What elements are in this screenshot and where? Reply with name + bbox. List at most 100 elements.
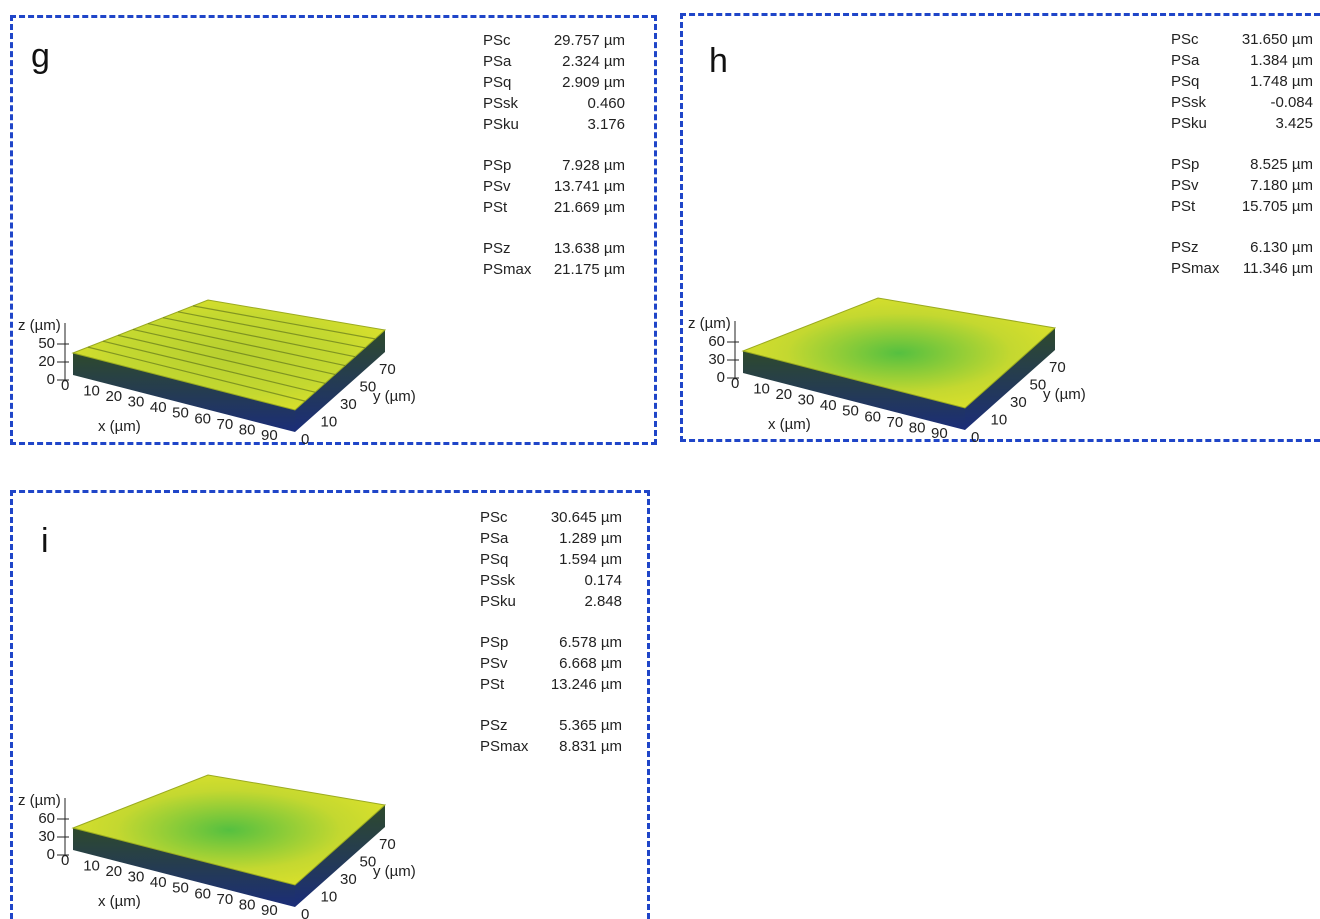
x-tick-label: 0 [61, 852, 69, 869]
param-name: PSc [483, 32, 511, 49]
param-value: 8.831 µm [559, 738, 622, 755]
x-tick-label: 30 [798, 392, 815, 409]
x-tick-label: 0 [731, 375, 739, 392]
x-tick-label: 10 [753, 381, 770, 398]
x-tick-label: 90 [261, 902, 278, 919]
param-name: PSz [1171, 239, 1199, 256]
param-value: 11.346 µm [1243, 260, 1313, 277]
param-name: PSmax [483, 261, 532, 278]
y-axis-label: y (µm) [1043, 386, 1086, 403]
x-tick-label: 90 [261, 427, 278, 444]
x-axis-label: x (µm) [98, 893, 141, 910]
y-tick-label: 70 [1049, 359, 1066, 376]
z-tick-label: 0 [47, 371, 55, 388]
param-value: 3.176 [587, 116, 625, 133]
x-tick-label: 80 [239, 896, 256, 913]
param-name: PSa [1171, 52, 1200, 69]
x-tick-label: 90 [931, 425, 948, 442]
x-axis-label: x (µm) [768, 416, 811, 433]
x-tick-label: 20 [775, 386, 792, 403]
z-tick-label: 30 [38, 828, 55, 845]
panel-letter: g [31, 37, 50, 75]
x-tick-label: 50 [172, 405, 189, 422]
param-value: 1.748 µm [1250, 73, 1313, 90]
param-value: 2.848 [584, 593, 622, 610]
param-value: 6.668 µm [559, 655, 622, 672]
x-tick-label: 50 [842, 403, 859, 420]
z-tick-label: 50 [38, 335, 55, 352]
param-value: -0.084 [1270, 94, 1313, 111]
figure: {"panels": [ {"label": "g", "params": [ … [0, 0, 1320, 919]
param-name: PSq [1171, 73, 1199, 90]
z-tick-label: 0 [47, 846, 55, 863]
param-value: 3.425 [1275, 115, 1313, 132]
x-tick-label: 40 [150, 874, 167, 891]
param-name: PSsk [483, 95, 519, 112]
param-name: PSp [480, 634, 508, 651]
param-name: PSsk [1171, 94, 1207, 111]
z-tick-label: 60 [708, 333, 725, 350]
y-tick-label: 10 [991, 411, 1008, 428]
x-tick-label: 20 [105, 388, 122, 405]
param-value: 13.741 µm [554, 178, 625, 195]
param-name: PSt [480, 676, 505, 693]
z-tick-label: 60 [38, 810, 55, 827]
param-name: PSv [483, 178, 511, 195]
param-value: 21.669 µm [554, 199, 625, 216]
x-tick-label: 40 [820, 397, 837, 414]
param-name: PSa [480, 530, 509, 547]
panel-letter: h [709, 42, 728, 80]
param-name: PSt [483, 199, 508, 216]
param-name: PSku [480, 593, 516, 610]
y-tick-label: 30 [340, 396, 357, 413]
y-tick-label: 0 [971, 429, 979, 446]
x-tick-label: 60 [194, 410, 211, 427]
x-tick-label: 40 [150, 399, 167, 416]
param-value: 0.174 [584, 572, 622, 589]
param-value: 0.460 [587, 95, 625, 112]
param-value: 5.365 µm [559, 717, 622, 734]
x-tick-label: 20 [105, 863, 122, 880]
param-name: PSku [1171, 115, 1207, 132]
param-value: 6.130 µm [1250, 239, 1313, 256]
param-value: 6.578 µm [559, 634, 622, 651]
x-tick-label: 30 [128, 394, 145, 411]
param-value: 2.909 µm [562, 74, 625, 91]
z-tick-label: 0 [717, 369, 725, 386]
param-name: PSz [483, 240, 511, 257]
y-tick-label: 70 [379, 361, 396, 378]
x-tick-label: 60 [864, 408, 881, 425]
param-value: 29.757 µm [554, 32, 625, 49]
x-tick-label: 10 [83, 383, 100, 400]
x-tick-label: 70 [887, 414, 904, 431]
y-axis-label: y (µm) [373, 388, 416, 405]
param-name: PSp [483, 157, 511, 174]
param-value: 8.525 µm [1250, 156, 1313, 173]
y-tick-label: 10 [321, 413, 338, 430]
y-axis-label: y (µm) [373, 863, 416, 880]
x-tick-label: 10 [83, 858, 100, 875]
param-name: PSq [483, 74, 511, 91]
x-tick-label: 50 [172, 880, 189, 897]
z-tick-label: 20 [38, 353, 55, 370]
param-value: 13.246 µm [551, 676, 622, 693]
x-tick-label: 80 [239, 421, 256, 438]
param-name: PSt [1171, 198, 1196, 215]
x-tick-label: 70 [217, 416, 234, 433]
y-tick-label: 70 [379, 836, 396, 853]
param-value: 7.180 µm [1250, 177, 1313, 194]
z-axis-label: z (µm) [18, 792, 61, 809]
param-value: 13.638 µm [554, 240, 625, 257]
z-axis-label: z (µm) [18, 317, 61, 334]
y-tick-label: 10 [321, 888, 338, 905]
y-tick-label: 0 [301, 906, 309, 919]
param-name: PSmax [480, 738, 529, 755]
z-tick-label: 30 [708, 351, 725, 368]
param-name: PSv [480, 655, 508, 672]
param-value: 21.175 µm [554, 261, 625, 278]
